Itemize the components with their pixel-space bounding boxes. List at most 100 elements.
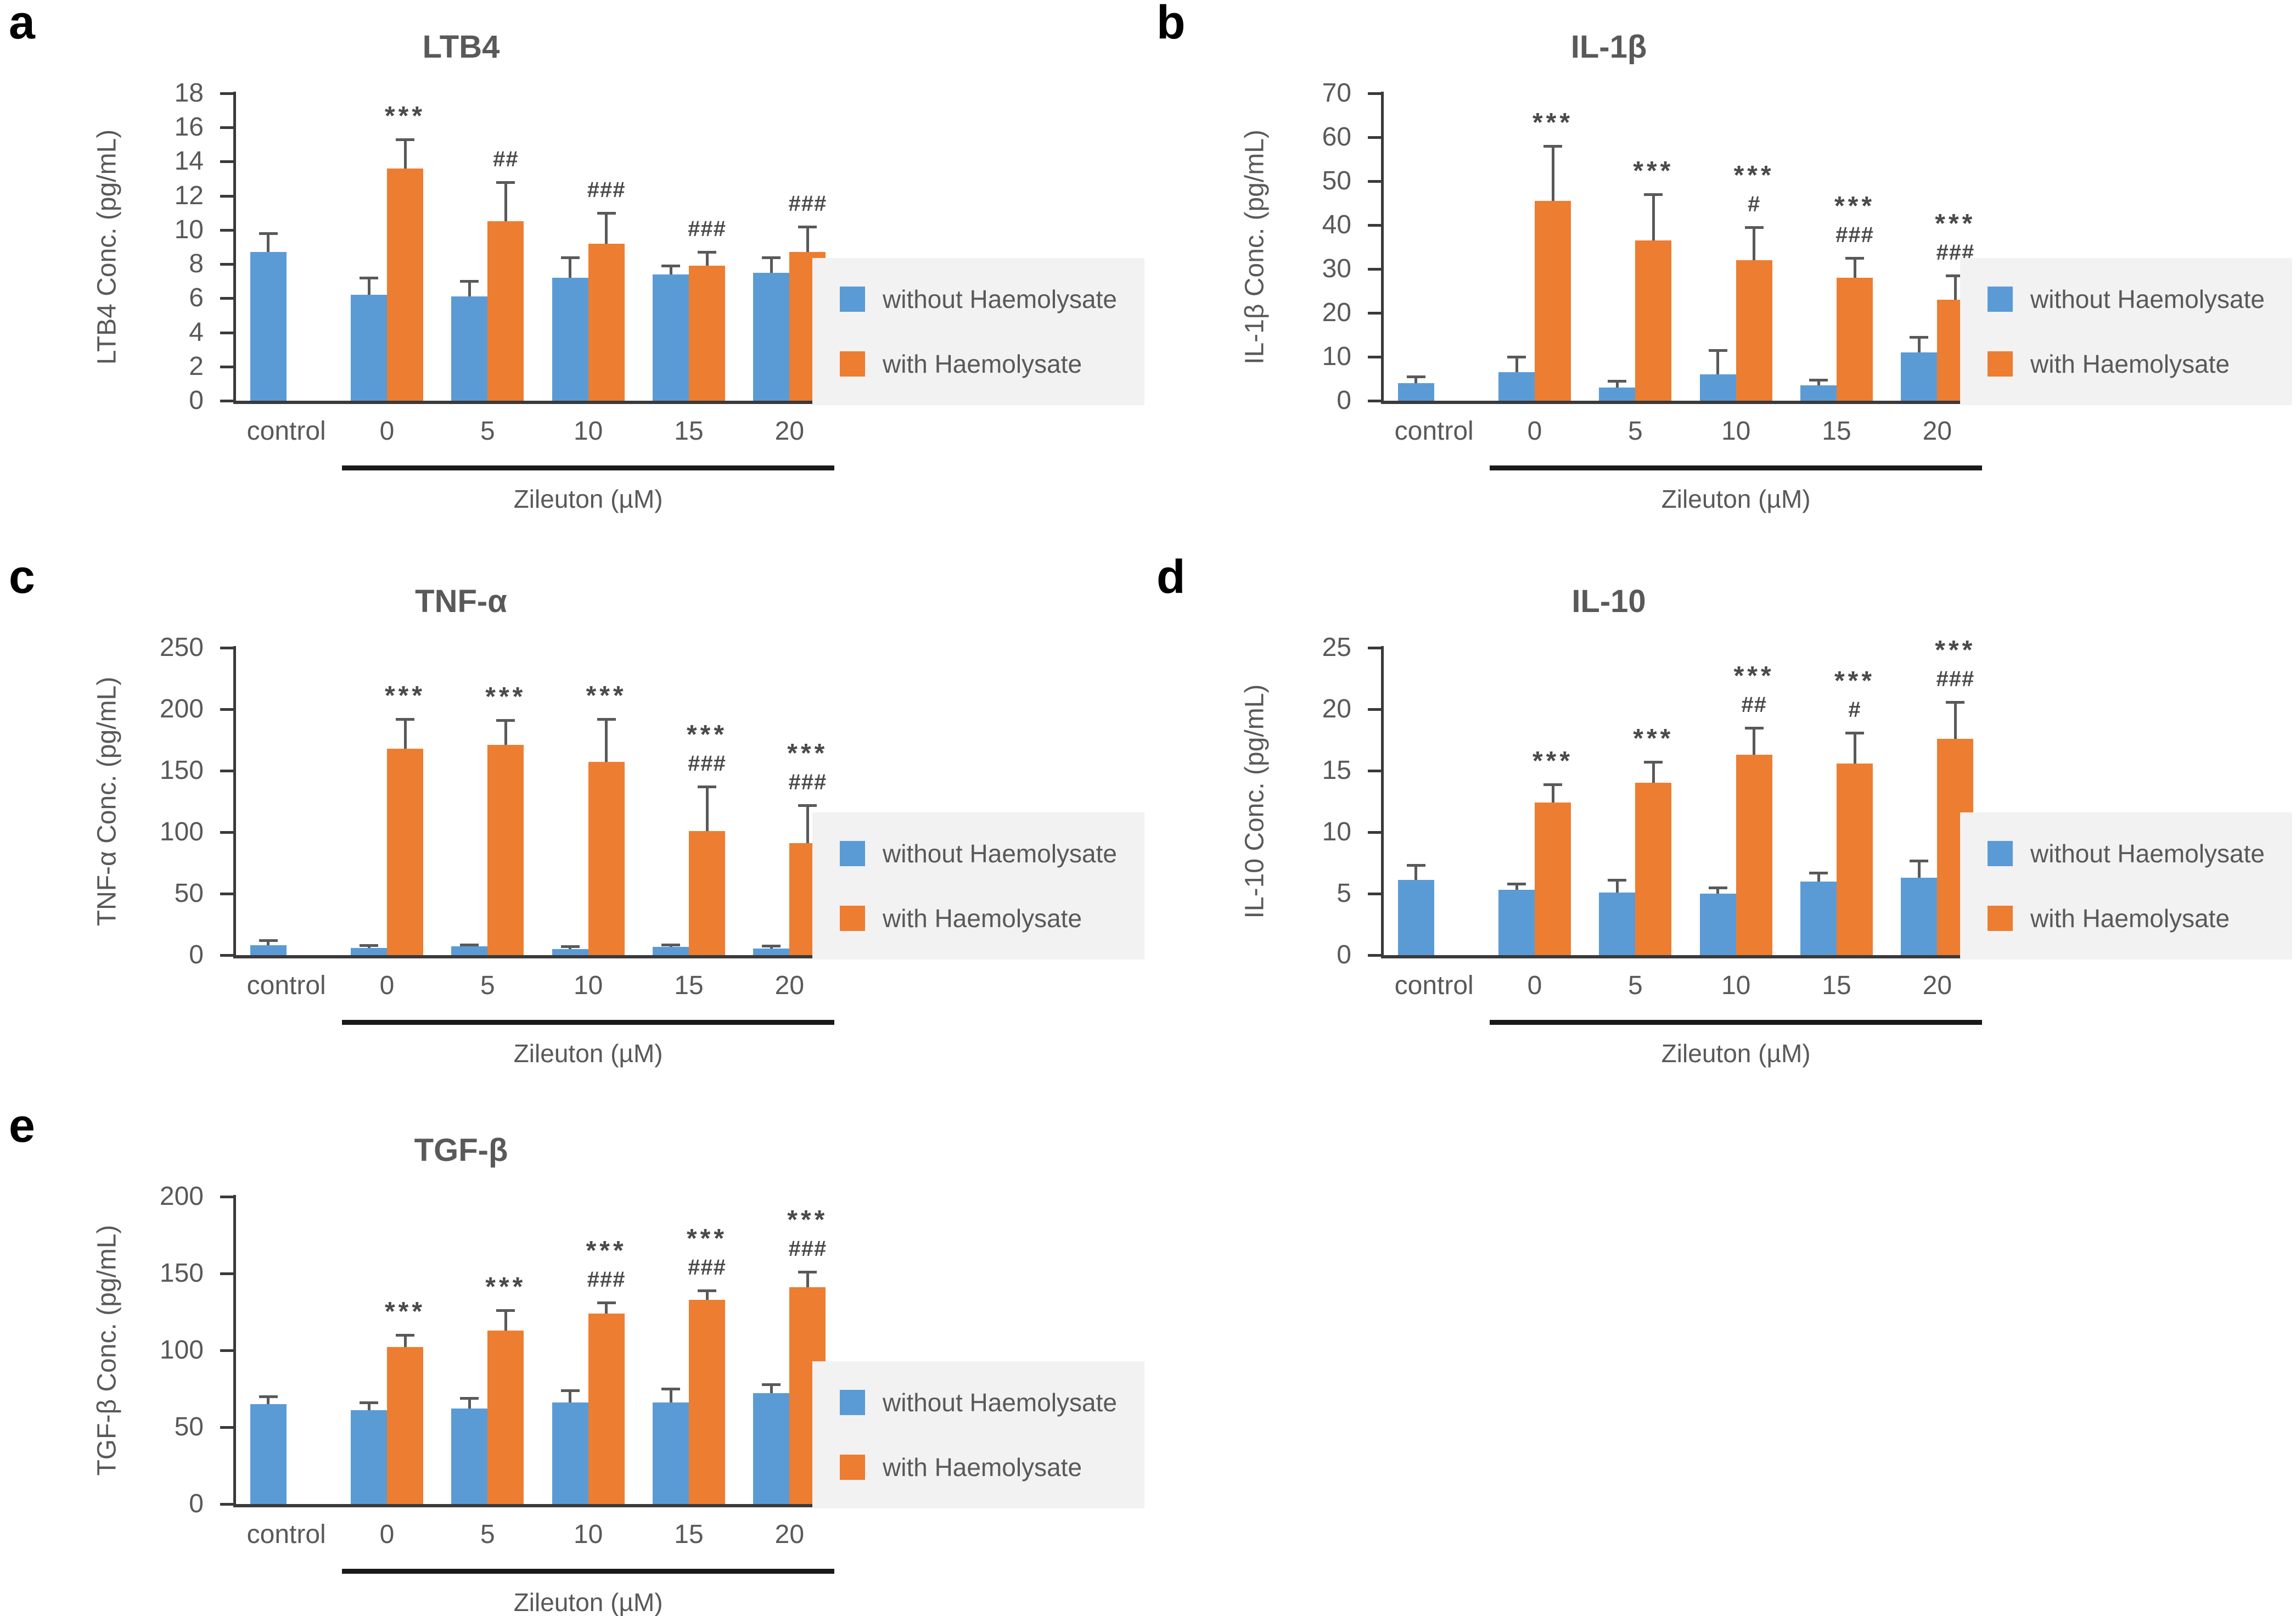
bar-with-10 (1736, 260, 1772, 401)
error-bar-cap (1708, 886, 1727, 889)
bar-with-15 (1837, 763, 1873, 955)
error-bar-line (267, 1396, 270, 1404)
x-tick-label-control: control (246, 417, 326, 446)
y-tickmark (220, 954, 233, 957)
y-tick-label: 0 (189, 940, 204, 969)
error-bar-line (1817, 872, 1820, 882)
error-bar-cap (396, 138, 414, 141)
bar-with-10 (588, 762, 625, 955)
y-tick-label: 0 (1337, 940, 1351, 969)
bar-without-20 (753, 948, 790, 955)
x-tick-label-5: 5 (480, 1520, 495, 1549)
legend-swatch-orange (840, 906, 865, 931)
stars-annotation: *** (686, 720, 728, 750)
bar-with-0 (1535, 201, 1571, 401)
legend-entry: with Haemolysate (840, 1452, 1117, 1482)
legend: without Haemolysate with Haemolysate (812, 258, 1144, 405)
error-bar-cap (1406, 864, 1425, 867)
legend-label: with Haemolysate (883, 1453, 1082, 1482)
error-bar-cap (360, 1401, 378, 1405)
y-tickmark (220, 228, 233, 232)
y-tick-label: 20 (1322, 298, 1351, 327)
error-bar-line (770, 1384, 773, 1394)
hashes-annotation: ### (587, 177, 626, 202)
error-bar-cap (1708, 349, 1727, 352)
significance-annotation: *** ### (747, 1206, 868, 1263)
error-bar-line (504, 1310, 507, 1331)
y-tickmark (1368, 136, 1381, 139)
error-bar-line (1953, 276, 1957, 300)
error-bar-line (367, 278, 370, 295)
significance-annotation: *** ### (1794, 192, 1915, 249)
legend-swatch-blue (840, 1390, 865, 1415)
error-bar-cap (1845, 731, 1864, 734)
y-tick-label: 200 (159, 1182, 204, 1211)
error-bar-cap (698, 785, 716, 789)
hashes-annotation: ### (788, 1237, 827, 1261)
y-tickmark (220, 708, 233, 711)
significance-annotation: *** ### (1895, 210, 2016, 267)
bar-without-10 (1699, 374, 1736, 401)
y-tickmark (1368, 647, 1381, 649)
legend-entry: without Haemolysate (840, 839, 1117, 868)
significance-annotation: *** (345, 1298, 465, 1326)
error-bar-line (403, 139, 407, 169)
panel-a: a LTB4 LTB4 Conc. (pg/mL) 0 2 4 6 8 10 12 14 16 18 **… (0, 0, 1148, 554)
error-bar-line (504, 182, 507, 222)
bar-with-15 (689, 266, 725, 401)
error-bar-cap (661, 943, 680, 946)
error-bar-cap (698, 251, 716, 254)
significance-annotation: *** (1593, 725, 1714, 753)
error-bar-cap (360, 944, 378, 947)
y-tick-label: 50 (174, 1412, 204, 1441)
error-bar-line (1817, 379, 1820, 385)
error-bar-cap (1543, 145, 1562, 148)
y-axis-label: LTB4 Conc. (pg/mL) (92, 129, 122, 365)
y-tick-label: 4 (189, 317, 204, 347)
error-bar-line (1652, 194, 1655, 240)
y-tick-label: 30 (1322, 254, 1351, 283)
y-tickmark (1368, 400, 1381, 402)
y-tickmark (1368, 92, 1381, 95)
panel-letter-a: a (9, 0, 35, 49)
y-axis-line (233, 646, 236, 955)
chart-title: IL-10 (1571, 583, 1646, 619)
empty-cell (1148, 1103, 2295, 1616)
hashes-annotation: ### (788, 191, 827, 216)
significance-annotation: *** (1492, 109, 1613, 137)
y-tick-label: 40 (1322, 210, 1351, 239)
y-tickmark (220, 92, 233, 95)
x-tick-label-15: 15 (674, 417, 704, 446)
y-tick-label: 50 (174, 879, 204, 908)
y-tickmark (1368, 356, 1381, 358)
error-bar-line (1414, 377, 1418, 383)
y-axis-line (233, 92, 236, 401)
y-tickmark (220, 1349, 233, 1352)
error-bar-line (806, 226, 809, 252)
error-bar-cap (1910, 336, 1929, 339)
error-bar-line (367, 1402, 370, 1411)
bar-with-5 (487, 1330, 524, 1504)
figure-row-3: e TGF-β TGF-β Conc. (pg/mL) 0 50 100 150 200 ***… (0, 1099, 2296, 1616)
error-bar-cap (496, 1309, 515, 1312)
legend-entry: with Haemolysate (1988, 904, 2265, 933)
y-tick-label: 10 (174, 215, 204, 244)
dose-axis-label: Zileuton (µM) (513, 1588, 663, 1616)
error-bar-cap (1543, 783, 1562, 786)
significance-annotation: ### (647, 215, 767, 243)
hashes-annotation: ### (788, 770, 827, 794)
y-tick-label: 14 (174, 147, 204, 176)
error-bar-cap (496, 719, 515, 722)
bar-with-5 (487, 744, 524, 955)
legend-label: without Haemolysate (883, 1388, 1117, 1417)
hashes-annotation: ### (587, 1267, 626, 1292)
error-bar-cap (259, 939, 278, 942)
dose-bracket (342, 1569, 834, 1574)
x-tick-label-10: 10 (573, 971, 603, 1000)
significance-annotation: *** (345, 681, 465, 710)
y-axis-label: TNF-α Conc. (pg/mL) (92, 676, 122, 927)
bar-without-15 (1800, 881, 1837, 955)
x-tick-label-0: 0 (379, 417, 395, 446)
x-tick-label-10: 10 (1721, 971, 1751, 1000)
error-bar-line (605, 212, 608, 244)
